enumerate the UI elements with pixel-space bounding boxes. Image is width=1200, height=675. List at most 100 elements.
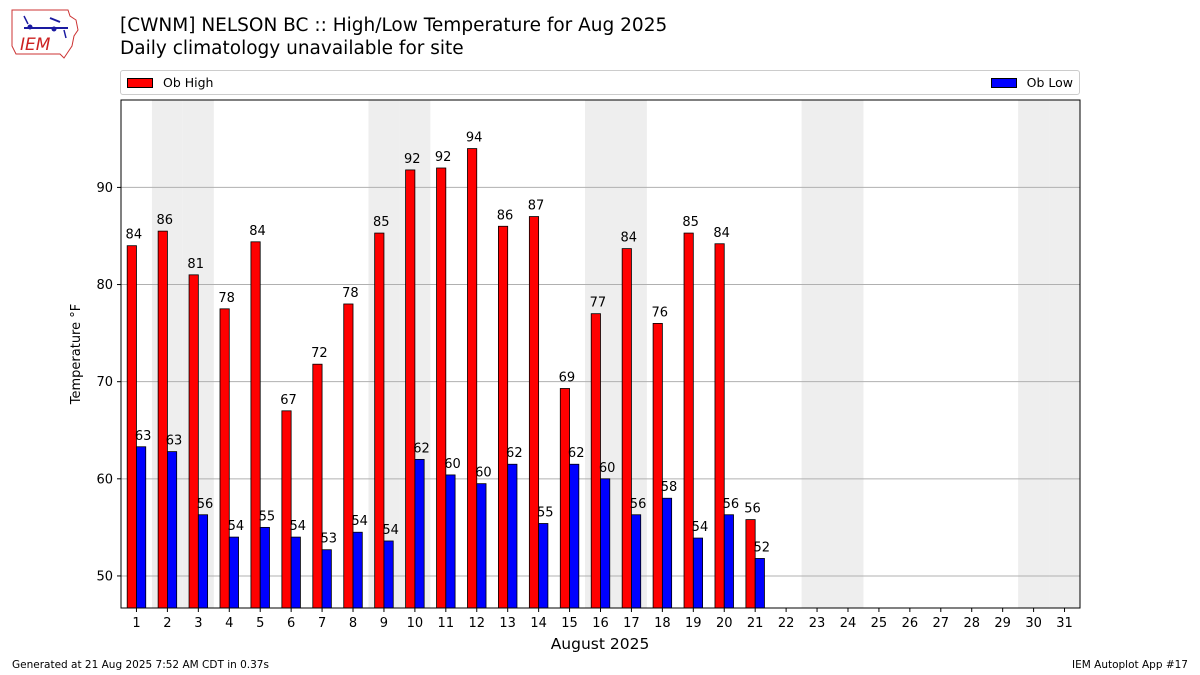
bar-low-day-20 <box>723 514 734 609</box>
app-id: IEM Autoplot App #17 <box>1072 659 1188 671</box>
chart-subtitle: Daily climatology unavailable for site <box>120 38 464 59</box>
x-tick-label-2: 2 <box>163 616 171 631</box>
y-tick-label-90: 90 <box>96 181 113 196</box>
bar-label-low-day-5: 55 <box>259 509 276 524</box>
bar-high-day-14 <box>528 216 540 609</box>
bar-low-day-8 <box>352 531 363 609</box>
y-tick-label-50: 50 <box>96 569 113 584</box>
bar-label-high-day-17: 84 <box>621 231 638 246</box>
x-tick-label-12: 12 <box>468 616 485 631</box>
bar-high-day-12 <box>467 148 478 609</box>
bar-low-day-15 <box>569 463 580 609</box>
bar-low-day-12 <box>476 483 487 609</box>
bar-label-high-day-3: 81 <box>187 257 204 272</box>
bar-label-high-day-16: 77 <box>590 296 607 311</box>
y-axis-label: Temperature °F <box>69 304 84 405</box>
x-tick-label-14: 14 <box>530 616 547 631</box>
legend-item-high: Ob High <box>127 75 213 90</box>
bar-label-high-day-10: 92 <box>404 152 421 167</box>
bar-high-day-9 <box>374 232 385 609</box>
x-tick-label-6: 6 <box>287 616 295 631</box>
x-tick-label-20: 20 <box>716 616 733 631</box>
bar-label-high-day-18: 76 <box>651 305 668 320</box>
bar-label-high-day-2: 86 <box>156 213 173 228</box>
weekend-band-day-31 <box>1049 100 1080 608</box>
bar-label-low-day-20: 56 <box>723 497 740 512</box>
bar-label-high-day-20: 84 <box>713 226 730 241</box>
legend-swatch-high <box>127 77 153 88</box>
bar-low-day-21 <box>754 558 765 609</box>
bar-label-low-day-12: 60 <box>475 466 492 481</box>
bar-label-low-day-21: 52 <box>754 540 771 555</box>
bar-label-low-day-14: 55 <box>537 505 554 520</box>
bar-label-high-day-12: 94 <box>466 131 483 146</box>
bar-high-day-6 <box>281 410 292 609</box>
bar-label-low-day-10: 62 <box>413 441 430 456</box>
legend-swatch-low <box>990 77 1017 88</box>
bar-label-low-day-17: 56 <box>630 497 647 512</box>
bar-label-low-day-9: 54 <box>382 523 399 538</box>
x-tick-label-11: 11 <box>438 616 455 631</box>
chart-legend: Ob High Ob Low <box>120 70 1080 95</box>
bar-labels: 84 86 81 78 84 67 72 78 85 92 92 94 86 87 69 77 84 76 85 84… <box>126 131 771 556</box>
bar-high-day-11 <box>436 167 447 609</box>
bar-high-day-15 <box>559 388 570 609</box>
x-tick-label-18: 18 <box>654 616 671 631</box>
x-axis: 1 2 3 4 5 6 7 8 9 10 11 12 13 14 15 16 17 18 19 20 21 22 23 24 2… <box>132 608 1073 631</box>
bar-high-day-13 <box>498 225 509 609</box>
bars <box>126 148 765 609</box>
bar-label-low-day-15: 62 <box>568 446 585 461</box>
bar-label-low-day-13: 62 <box>506 446 523 461</box>
y-tick-label-70: 70 <box>96 375 113 390</box>
bar-label-low-day-2: 63 <box>166 434 183 449</box>
bar-low-day-5 <box>259 526 270 609</box>
weekend-band-day-30 <box>1018 100 1050 608</box>
bar-label-low-day-1: 63 <box>135 429 152 444</box>
bar-low-day-7 <box>321 549 332 609</box>
x-tick-label-19: 19 <box>685 616 702 631</box>
bar-label-high-day-11: 92 <box>435 150 452 165</box>
bar-label-high-day-8: 78 <box>342 286 359 301</box>
bar-high-day-4 <box>219 308 230 609</box>
bar-high-day-20 <box>714 243 725 609</box>
x-tick-label-22: 22 <box>778 616 795 631</box>
bar-label-high-day-9: 85 <box>373 215 390 230</box>
bar-label-high-day-6: 67 <box>280 393 297 408</box>
x-tick-label-7: 7 <box>318 616 326 631</box>
bar-high-day-3 <box>188 274 199 609</box>
chart-title: [CWNM] NELSON BC :: High/Low Temperature… <box>120 15 668 36</box>
weekend-band-day-24 <box>832 100 864 608</box>
legend-item-low: Ob Low <box>990 75 1073 90</box>
x-tick-label-25: 25 <box>871 616 888 631</box>
bar-label-low-day-11: 60 <box>444 457 461 472</box>
bar-high-day-10 <box>405 169 416 609</box>
bar-high-day-7 <box>312 363 323 609</box>
bar-label-low-day-16: 60 <box>599 461 616 476</box>
x-tick-label-23: 23 <box>809 616 826 631</box>
x-tick-label-27: 27 <box>933 616 950 631</box>
bar-label-high-day-21: 56 <box>744 502 761 517</box>
x-tick-label-28: 28 <box>963 616 980 631</box>
bar-low-day-19 <box>692 537 703 609</box>
bar-label-high-day-5: 84 <box>249 224 266 239</box>
x-tick-label-3: 3 <box>194 616 202 631</box>
y-axis: 50 60 70 80 90 <box>96 181 121 584</box>
bar-label-low-day-4: 54 <box>228 519 245 534</box>
bar-label-high-day-19: 85 <box>682 215 699 230</box>
bar-low-day-13 <box>507 463 518 609</box>
bar-high-day-1 <box>126 245 137 609</box>
bar-low-day-14 <box>538 523 549 609</box>
x-tick-label-5: 5 <box>256 616 264 631</box>
bar-high-day-21 <box>745 519 756 609</box>
x-tick-label-16: 16 <box>592 616 609 631</box>
bar-label-low-day-6: 54 <box>290 519 307 534</box>
svg-text:IEM: IEM <box>20 35 51 55</box>
x-tick-label-30: 30 <box>1025 616 1042 631</box>
iem-logo-graphic: IEM <box>11 9 79 59</box>
bar-label-high-day-14: 87 <box>528 199 545 214</box>
bar-low-day-9 <box>383 540 394 609</box>
x-tick-label-26: 26 <box>902 616 919 631</box>
x-tick-label-21: 21 <box>747 616 764 631</box>
bar-label-low-day-7: 53 <box>320 532 337 547</box>
bar-label-high-day-1: 84 <box>126 228 143 243</box>
